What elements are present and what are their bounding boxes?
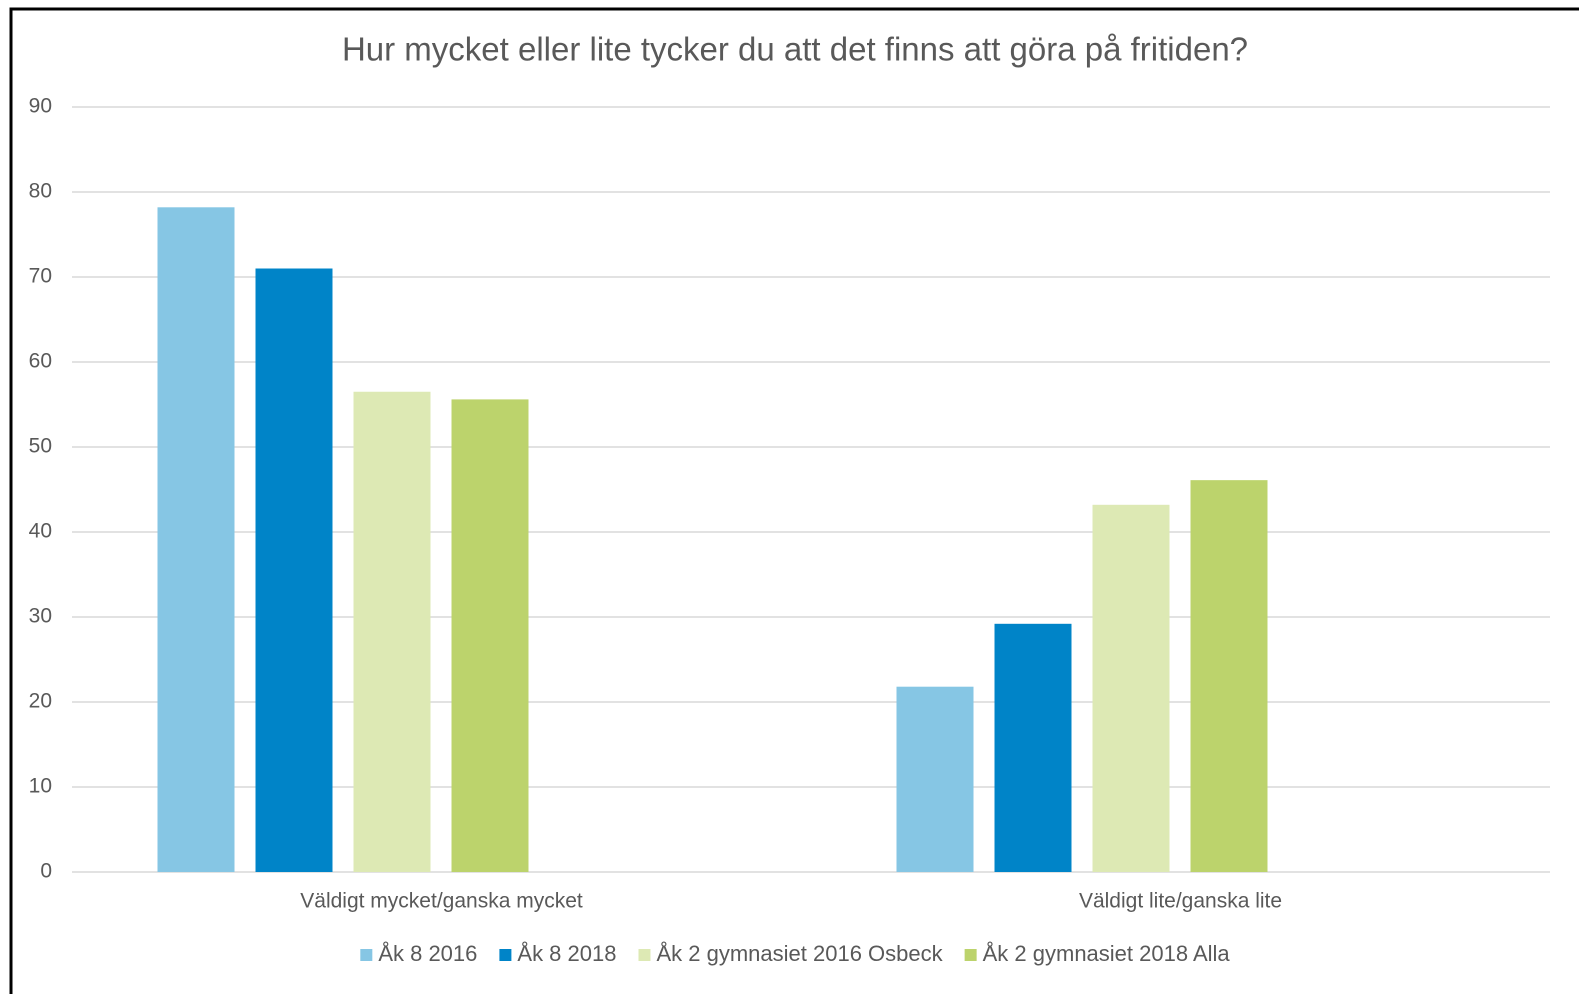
bar (1092, 504, 1170, 872)
legend-label: Åk 8 2016 (378, 941, 477, 966)
legend-label: Åk 2 gymnasiet 2016 Osbeck (656, 941, 943, 966)
bar (1190, 480, 1268, 872)
y-tick-label: 70 (29, 265, 52, 288)
legend-label: Åk 8 2018 (517, 941, 616, 966)
bar (157, 207, 235, 873)
y-tick-label: 90 (29, 95, 52, 118)
x-tick-label: Väldigt mycket/ganska mycket (300, 890, 583, 913)
y-tick-label: 0 (40, 860, 52, 883)
bar (255, 268, 333, 872)
y-tick-label: 20 (29, 690, 52, 713)
chart-title: Hur mycket eller lite tycker du att det … (342, 31, 1248, 68)
y-tick-label: 40 (29, 520, 52, 543)
chart-frame (9, 7, 1579, 994)
y-tick-label: 30 (29, 605, 52, 628)
legend-swatch (964, 949, 977, 961)
bar (994, 623, 1072, 872)
legend-swatch (360, 949, 373, 961)
bar (451, 399, 529, 872)
bar (896, 686, 974, 872)
legend-swatch (638, 949, 651, 961)
y-tick-label: 50 (29, 435, 52, 458)
x-tick-label: Väldigt lite/ganska lite (1079, 890, 1282, 913)
legend-swatch (499, 949, 512, 961)
y-tick-label: 60 (29, 350, 52, 373)
legend-label: Åk 2 gymnasiet 2018 Alla (983, 941, 1231, 966)
y-tick-label: 80 (29, 180, 52, 203)
bar (353, 391, 431, 872)
y-tick-label: 10 (29, 775, 52, 798)
